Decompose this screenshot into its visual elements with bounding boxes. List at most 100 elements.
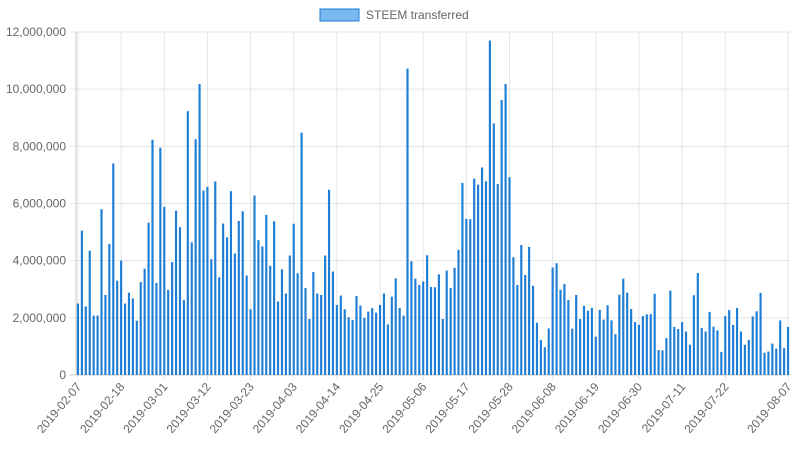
bar[interactable] — [229, 191, 233, 375]
bar[interactable] — [669, 290, 672, 375]
bar[interactable] — [630, 308, 633, 375]
bar[interactable] — [222, 223, 225, 375]
bar[interactable] — [704, 331, 707, 375]
bar[interactable] — [422, 281, 425, 375]
bar[interactable] — [461, 182, 464, 375]
bar[interactable] — [171, 262, 174, 375]
bar[interactable] — [112, 163, 115, 375]
bar[interactable] — [653, 293, 656, 375]
bar[interactable] — [233, 253, 236, 375]
bar[interactable] — [594, 336, 597, 375]
bar[interactable] — [488, 40, 491, 375]
bar[interactable] — [579, 318, 582, 375]
bar[interactable] — [143, 268, 146, 375]
bar[interactable] — [477, 184, 480, 375]
bar[interactable] — [410, 261, 413, 375]
bar[interactable] — [571, 328, 574, 375]
bar[interactable] — [241, 211, 244, 375]
bar[interactable] — [127, 292, 131, 375]
bar[interactable] — [198, 84, 201, 376]
bar[interactable] — [167, 289, 170, 375]
bar[interactable] — [641, 316, 644, 375]
bar[interactable] — [775, 348, 778, 375]
bar[interactable] — [257, 240, 260, 375]
bar[interactable] — [80, 230, 83, 375]
bar[interactable] — [735, 308, 739, 375]
bar[interactable] — [273, 221, 276, 375]
bar[interactable] — [504, 84, 507, 376]
bar[interactable] — [76, 303, 80, 375]
bar[interactable] — [116, 280, 119, 375]
bar[interactable] — [92, 315, 95, 375]
bar[interactable] — [284, 293, 287, 375]
bar[interactable] — [320, 294, 323, 375]
bar[interactable] — [626, 292, 629, 375]
bar[interactable] — [520, 244, 523, 375]
bar[interactable] — [535, 322, 539, 375]
bar[interactable] — [174, 210, 178, 375]
bar[interactable] — [206, 186, 209, 375]
bar[interactable] — [253, 195, 256, 376]
bar[interactable] — [335, 304, 338, 375]
bar[interactable] — [139, 282, 142, 375]
bar[interactable] — [543, 347, 546, 375]
bar[interactable] — [739, 331, 743, 375]
bar[interactable] — [331, 271, 335, 375]
bar[interactable] — [147, 222, 150, 375]
bar[interactable] — [402, 315, 405, 375]
bar[interactable] — [767, 351, 770, 375]
bar[interactable] — [696, 272, 699, 375]
bar[interactable] — [508, 177, 511, 375]
bar[interactable] — [163, 206, 166, 375]
bar[interactable] — [665, 338, 668, 375]
bar[interactable] — [445, 270, 448, 375]
bar[interactable] — [210, 259, 213, 375]
bar[interactable] — [190, 242, 193, 375]
bar[interactable] — [347, 317, 350, 375]
bar[interactable] — [88, 250, 91, 375]
bar[interactable] — [555, 263, 558, 375]
bar[interactable] — [582, 305, 586, 375]
bar[interactable] — [394, 278, 397, 375]
bar[interactable] — [312, 272, 315, 375]
bar[interactable] — [433, 287, 437, 375]
bar[interactable] — [280, 269, 284, 375]
bar[interactable] — [269, 265, 272, 375]
bar[interactable] — [708, 311, 711, 375]
bar[interactable] — [151, 139, 154, 375]
bar[interactable] — [182, 300, 185, 375]
bar[interactable] — [759, 292, 762, 375]
bar[interactable] — [512, 257, 515, 375]
bar[interactable] — [610, 320, 613, 375]
bar[interactable] — [123, 303, 127, 375]
bar[interactable] — [96, 315, 99, 375]
bar[interactable] — [575, 294, 578, 375]
bar[interactable] — [120, 260, 123, 375]
bar[interactable] — [657, 350, 660, 375]
bar[interactable] — [684, 331, 688, 375]
bar[interactable] — [261, 246, 264, 376]
bar[interactable] — [457, 249, 460, 375]
bar[interactable] — [178, 227, 182, 375]
bar[interactable] — [633, 322, 637, 375]
bar[interactable] — [237, 220, 240, 375]
bar[interactable] — [218, 277, 221, 375]
bar[interactable] — [590, 307, 593, 375]
bar[interactable] — [681, 322, 684, 375]
bar[interactable] — [563, 284, 566, 375]
bar[interactable] — [602, 319, 605, 375]
bar[interactable] — [720, 351, 723, 375]
bar[interactable] — [528, 246, 531, 375]
bar[interactable] — [567, 300, 570, 375]
bar[interactable] — [469, 219, 472, 375]
bar[interactable] — [202, 190, 205, 375]
bar[interactable] — [355, 296, 358, 375]
bar[interactable] — [724, 316, 727, 375]
bar[interactable] — [214, 181, 217, 375]
bar[interactable] — [500, 100, 503, 375]
bar[interactable] — [84, 306, 87, 375]
bar[interactable] — [755, 311, 758, 375]
bar[interactable] — [465, 218, 468, 375]
bar[interactable] — [637, 324, 641, 375]
bar[interactable] — [783, 348, 786, 375]
